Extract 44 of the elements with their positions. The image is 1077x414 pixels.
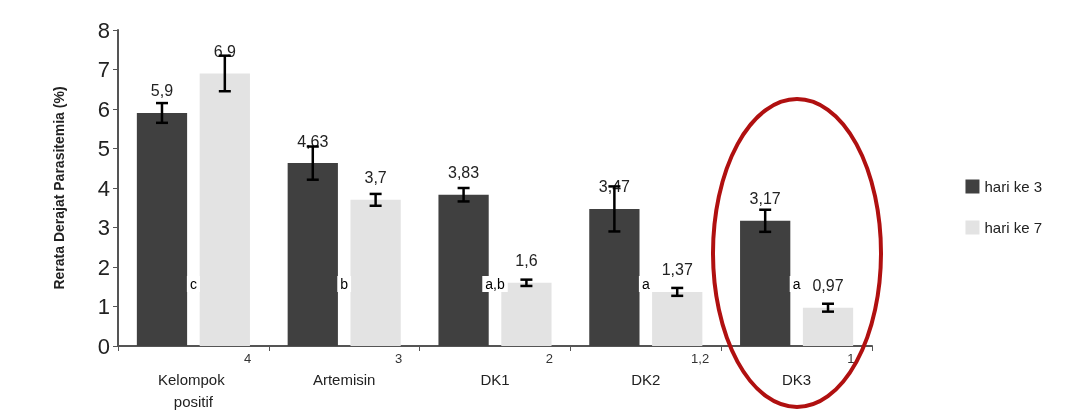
data-label: 4,63 xyxy=(297,132,329,150)
x-tick-label: DK3 xyxy=(782,370,812,388)
y-tick-label: 4 xyxy=(97,175,110,201)
text: 1 xyxy=(847,350,855,366)
text: 2 xyxy=(545,350,553,366)
y-tick-label: 1 xyxy=(97,294,110,319)
y-tick-label: 7 xyxy=(97,57,110,82)
annotation: a,b xyxy=(485,276,505,292)
y-tick-label: 3 xyxy=(97,215,110,240)
bar xyxy=(802,307,854,346)
annotation: c xyxy=(189,276,197,292)
x-tick-label: Kelompok positif xyxy=(157,370,229,410)
data-label: 1,37 xyxy=(661,261,693,279)
bar xyxy=(136,112,188,346)
text: 4 xyxy=(244,350,252,366)
data-label: 1,6 xyxy=(515,252,538,270)
annotation: b xyxy=(340,276,349,292)
y-axis-title: Rerata Derajat Parasitemia (%) xyxy=(51,86,67,290)
x-tick-label: Artemisin xyxy=(312,370,376,388)
data-label: 3,7 xyxy=(364,169,387,187)
bar xyxy=(589,208,640,346)
x-tick-label: DK1 xyxy=(480,370,510,388)
data-label: 3,83 xyxy=(448,164,480,182)
text: 1,2 xyxy=(691,350,710,366)
y-tick-label: 6 xyxy=(97,96,110,122)
annotation: a xyxy=(792,276,801,292)
y-tick-label: 8 xyxy=(97,17,110,43)
data-label: 3,17 xyxy=(749,190,781,208)
bar xyxy=(740,220,791,346)
bar xyxy=(652,291,703,346)
annotation: a xyxy=(641,276,650,292)
data-label: 0,97 xyxy=(812,277,844,295)
legend-label: hari ke 7 xyxy=(984,219,1043,236)
y-tick-label: 0 xyxy=(97,333,110,359)
bar xyxy=(350,199,401,346)
data-label: 5,9 xyxy=(150,82,174,100)
text: 3 xyxy=(394,350,403,366)
x-tick-label: DK2 xyxy=(631,370,661,388)
data-label: 3,47 xyxy=(598,178,631,196)
y-tick-label: 5 xyxy=(97,136,110,161)
y-tick-label: 2 xyxy=(97,254,110,280)
legend-label: hari ke 3 xyxy=(984,178,1043,195)
bar xyxy=(287,163,338,346)
bar xyxy=(199,73,250,346)
